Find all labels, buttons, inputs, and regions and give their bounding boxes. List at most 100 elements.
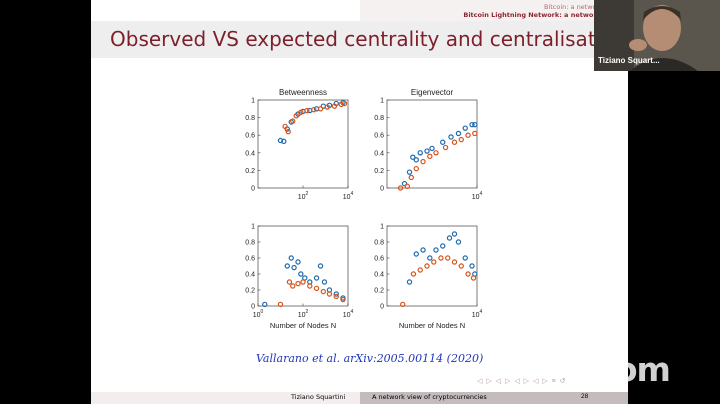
data-point-orange (442, 144, 449, 151)
data-point-blue (427, 255, 433, 261)
data-point-orange (458, 263, 464, 269)
y-tick-label: 0.6 (374, 133, 384, 140)
data-point-blue (455, 130, 462, 137)
data-point-blue (440, 243, 446, 249)
data-point-blue (446, 235, 453, 241)
y-tick-label: 0 (251, 186, 255, 193)
data-point-orange (295, 280, 301, 287)
data-point-blue (448, 134, 454, 140)
data-point-orange (340, 296, 346, 303)
data-point-blue (406, 169, 413, 175)
presentation-slide: Bitcoin: a network view Bitcoin Lightnin… (91, 0, 628, 404)
data-point-orange (333, 293, 339, 300)
y-tick-label: 1 (380, 224, 384, 231)
footer-talk-title: A network view of cryptocurrencies (372, 393, 487, 401)
data-point-blue (333, 291, 339, 297)
y-tick-label: 0.8 (245, 240, 255, 247)
data-point-orange (433, 150, 439, 156)
plot-frame (386, 99, 478, 189)
data-point-blue (420, 247, 426, 253)
data-point-blue (401, 180, 408, 187)
header-left (91, 0, 360, 21)
data-point-blue (262, 301, 268, 308)
data-point-orange (397, 185, 404, 191)
y-tick-label: 0.6 (245, 256, 255, 263)
title-bar (91, 21, 628, 58)
y-tick-label: 0 (380, 186, 384, 193)
footer-left (91, 392, 360, 404)
data-point-orange (472, 130, 478, 137)
data-point-orange (431, 259, 437, 265)
y-tick-label: 0.4 (374, 150, 384, 157)
data-point-blue (455, 239, 462, 245)
data-point-blue (417, 150, 423, 156)
data-point-blue (406, 279, 413, 285)
x-tick-label: 102 (298, 191, 309, 201)
y-tick-label: 0 (251, 304, 255, 311)
data-point-orange (282, 123, 288, 130)
data-point-orange (465, 271, 471, 277)
data-point-blue (440, 139, 446, 145)
data-point-orange (331, 103, 338, 109)
data-point-blue (321, 279, 328, 285)
data-point-orange (277, 301, 284, 308)
data-point-blue (424, 148, 430, 154)
y-tick-label: 0.2 (245, 288, 255, 295)
data-point-blue (469, 121, 475, 128)
data-point-orange (408, 174, 414, 181)
y-tick-label: 0.2 (245, 168, 255, 175)
data-point-orange (320, 288, 327, 295)
beamer-nav-icons[interactable]: ◁ ▷ ◁ ▷ ◁ ▷ ◁ ▷ ≡ ↺ (477, 378, 567, 385)
data-point-orange (451, 259, 458, 265)
x-tick-label: 104 (472, 309, 483, 319)
data-point-blue (451, 231, 458, 237)
data-point-blue (410, 154, 416, 160)
data-point-blue (277, 137, 284, 144)
data-point-orange (298, 109, 304, 116)
data-point-orange (451, 139, 458, 145)
data-point-blue (413, 251, 419, 257)
participant-video[interactable] (594, 0, 720, 71)
data-point-blue (413, 157, 419, 163)
data-point-orange (317, 106, 324, 112)
page-number: 28 (581, 393, 589, 400)
data-point-orange (470, 275, 477, 281)
data-point-orange (293, 113, 299, 119)
data-point-orange (424, 263, 430, 269)
data-point-blue (288, 255, 294, 261)
y-tick-label: 0.8 (245, 115, 255, 122)
data-point-orange (290, 118, 296, 124)
nav-section[interactable]: Bitcoin: a network view (543, 3, 620, 11)
y-tick-label: 0.4 (245, 272, 255, 279)
y-tick-label: 0.4 (245, 150, 255, 157)
data-point-orange (410, 271, 417, 277)
y-tick-label: 1 (251, 224, 255, 231)
data-point-orange (304, 107, 310, 114)
plot-title: Betweenness (279, 88, 327, 97)
data-point-orange (438, 255, 444, 261)
nav-subsection[interactable]: Bitcoin Lightning Network: a network vie… (463, 11, 620, 19)
header-nav-panel: Bitcoin: a network view Bitcoin Lightnin… (360, 0, 628, 21)
y-tick-label: 0.8 (374, 115, 384, 122)
x-tick-label: 104 (343, 191, 354, 201)
data-point-orange (465, 132, 471, 138)
data-point-orange (311, 106, 317, 113)
y-tick-label: 0.2 (374, 288, 384, 295)
y-tick-label: 1 (251, 98, 255, 105)
data-point-orange (338, 101, 344, 108)
data-point-orange (307, 283, 313, 289)
data-point-orange (285, 128, 291, 135)
data-point-orange (445, 255, 451, 261)
data-point-orange (324, 104, 330, 110)
data-point-blue (295, 259, 301, 265)
data-point-orange (300, 279, 306, 285)
data-point-blue (469, 263, 475, 269)
y-tick-label: 0 (380, 304, 384, 311)
data-point-orange (286, 279, 293, 285)
data-point-blue (429, 145, 435, 152)
data-point-orange (413, 165, 419, 172)
footer-right (360, 392, 628, 404)
zoom-logo: zoom (575, 350, 671, 389)
data-point-orange (458, 136, 464, 143)
footer-author: Tiziano Squartini (291, 393, 346, 401)
